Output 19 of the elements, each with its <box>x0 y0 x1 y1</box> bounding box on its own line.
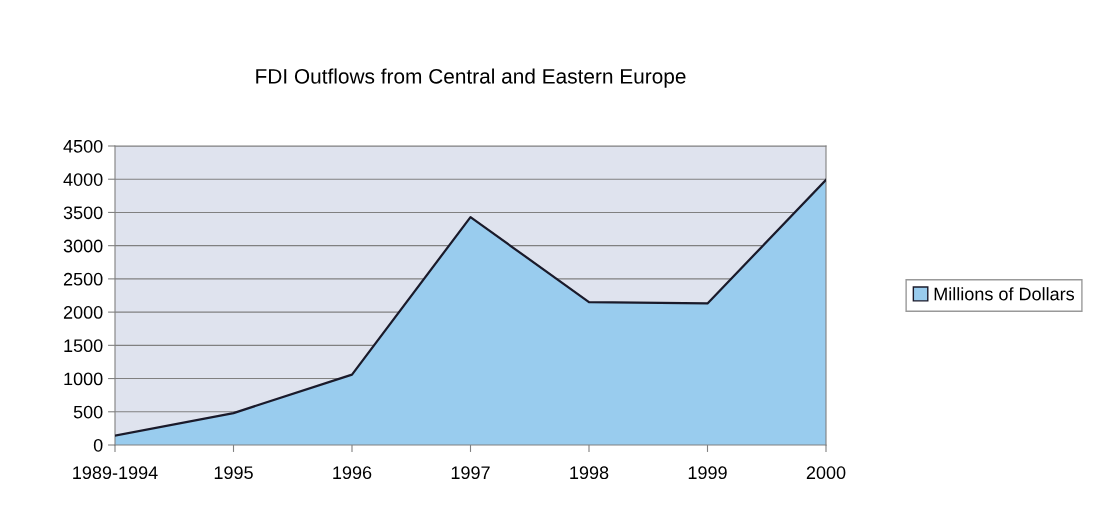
y-tick-label: 1000 <box>64 372 103 386</box>
x-tick-label: 1998 <box>570 466 609 480</box>
y-tick-label: 4000 <box>63 173 103 186</box>
x-tick-label: 1995 <box>214 466 253 480</box>
legend-label: Millions of Dollars <box>934 287 1075 301</box>
chart-title: FDI Outflows from Central and Eastern Europe <box>256 68 686 88</box>
y-tick-label: 3500 <box>63 206 103 220</box>
y-tick-label: 2500 <box>63 272 103 286</box>
y-tick-label: 1500 <box>64 339 103 353</box>
x-tick-label: 1989-1994 <box>73 466 158 480</box>
x-tick-label: 2000 <box>806 466 846 480</box>
y-tick-label: 500 <box>73 405 103 419</box>
y-tick-label: 0 <box>93 438 103 452</box>
y-tick-label: 3000 <box>63 239 103 253</box>
x-tick-label: 1996 <box>333 466 372 480</box>
y-tick-label: 2000 <box>63 306 103 319</box>
x-tick-label: 1999 <box>688 466 727 480</box>
y-tick-label: 4500 <box>63 139 103 153</box>
x-tick-label: 1997 <box>451 466 490 480</box>
